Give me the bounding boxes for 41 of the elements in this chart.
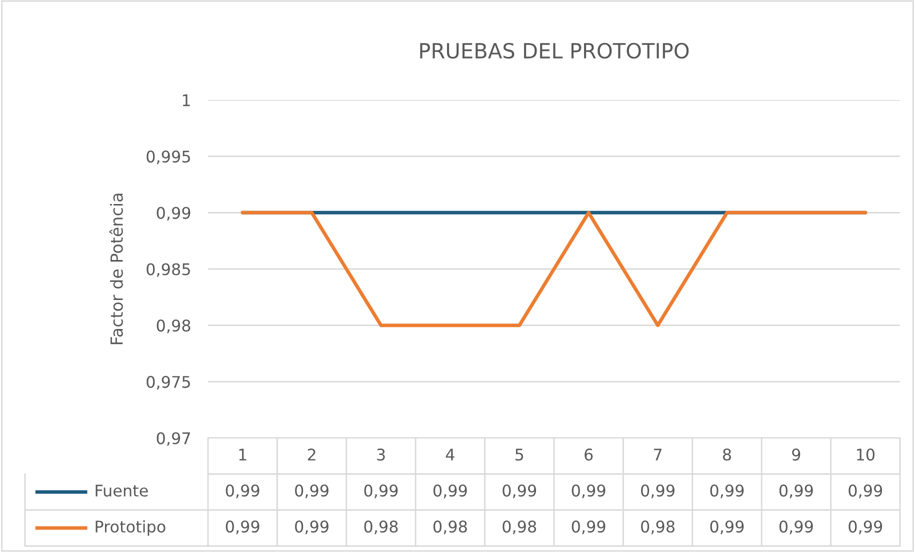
data-label: 0,99	[710, 484, 744, 498]
x-tick-label: 10	[856, 448, 874, 461]
y-tick-label: 0,98	[156, 320, 190, 334]
data-label: 0,99	[572, 520, 606, 534]
y-tick-label: 0,975	[146, 376, 190, 390]
x-tick-label: 2	[308, 448, 316, 460]
data-label: 0,98	[364, 520, 398, 534]
data-label: 0,99	[572, 484, 606, 498]
x-tick-label: 7	[654, 448, 662, 460]
data-label: 0,99	[433, 484, 467, 498]
data-label: 0,99	[364, 484, 398, 498]
x-tick-label: 4	[446, 448, 454, 460]
data-label: 0,99	[295, 520, 328, 534]
data-label: 0,99	[226, 520, 260, 534]
y-tick-label: 0,995	[146, 150, 190, 164]
data-label: 0,99	[710, 520, 744, 534]
x-tick-label: 6	[584, 448, 593, 461]
y-axis-title: Factor de Potência	[109, 194, 123, 344]
y-tick-label: 0,985	[146, 263, 190, 277]
data-label: 0,99	[779, 484, 813, 498]
data-label: 0,98	[502, 520, 536, 534]
data-label: 0,98	[433, 520, 467, 534]
x-tick-label: 5	[516, 448, 524, 461]
x-tick-label: 1	[239, 448, 246, 460]
legend-label: Fuente	[96, 484, 148, 497]
data-label: 0,98	[641, 520, 674, 534]
data-label: 0,99	[226, 484, 260, 498]
data-label: 0,99	[848, 484, 882, 498]
y-tick-label: 0,97	[156, 432, 190, 446]
y-tick-label: 1	[182, 94, 190, 106]
chart-title: PRUEBAS DEL PROTOTIPO	[420, 42, 689, 59]
y-tick-label: 0,99	[156, 206, 190, 221]
x-tick-label: 9	[792, 448, 800, 461]
data-label: 0,99	[295, 484, 328, 498]
x-tick-label: 8	[723, 448, 731, 461]
x-tick-label: 3	[377, 448, 385, 461]
legend-label: Prototipo	[96, 520, 166, 536]
data-label: 0,99	[779, 520, 813, 534]
data-label: 0,99	[641, 484, 674, 498]
data-label: 0,99	[502, 484, 536, 498]
data-label: 0,99	[848, 520, 882, 534]
